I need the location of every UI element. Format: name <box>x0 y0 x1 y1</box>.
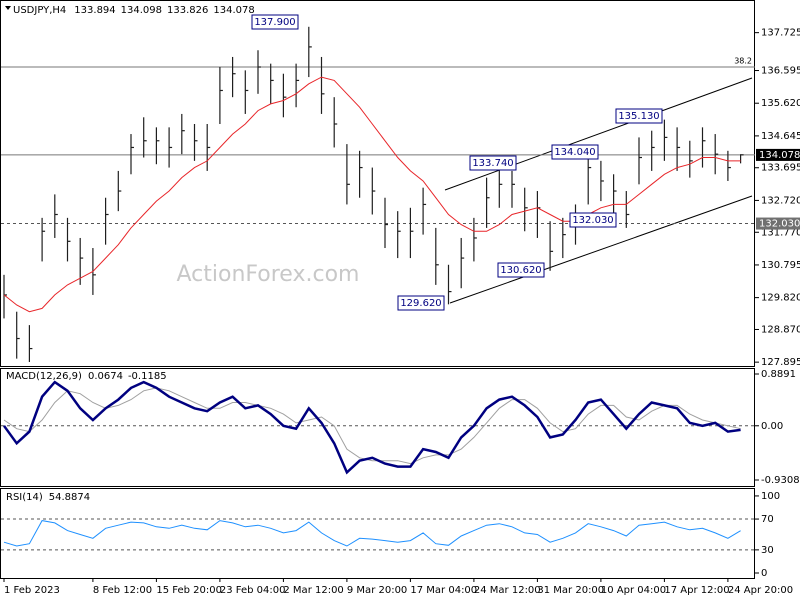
rsi-pane <box>0 488 755 579</box>
x-tick-label: 9 Mar 20:00 <box>347 585 407 596</box>
y-tick-label: 131.770 <box>761 227 800 238</box>
annotation-label: 134.040 <box>554 147 595 158</box>
annotation-label: 129.620 <box>400 298 441 309</box>
y-tick-label: 30 <box>761 545 774 556</box>
symbol: USDJPY,H4 <box>13 5 66 16</box>
header-value: 133.894 <box>74 5 115 16</box>
price-label-box <box>756 148 800 161</box>
indicator-title: MACD(12,26,9) <box>6 371 82 382</box>
rsi-line <box>3 520 741 547</box>
fib-label: 38.2 <box>734 57 752 66</box>
y-tick-label: 133.695 <box>761 163 800 174</box>
x-tick-label: 2 Mar 12:00 <box>283 585 343 596</box>
annotation-label: 135.130 <box>618 111 659 122</box>
watermark: ActionForex.com <box>177 262 360 287</box>
x-tick-label: 23 Feb 04:00 <box>220 585 286 596</box>
x-tick-label: 24 Apr 20:00 <box>728 585 793 596</box>
x-tick-label: 31 Mar 20:00 <box>537 585 604 596</box>
annotation-box <box>469 155 517 171</box>
x-tick-label: 17 Apr 12:00 <box>664 585 729 596</box>
header-value: 134.078 <box>213 5 254 16</box>
channel-lower <box>449 195 753 304</box>
price-label-box <box>756 217 800 230</box>
annotation-box <box>397 295 445 311</box>
x-tick-label: 17 Mar 04:00 <box>410 585 477 596</box>
annotation-label: 137.900 <box>254 17 295 28</box>
channel-upper <box>444 77 753 191</box>
annotation-box <box>251 14 299 30</box>
y-tick-label: -0.9308 <box>761 475 800 486</box>
y-tick-label: 100 <box>761 491 780 502</box>
header-value: 134.098 <box>121 5 162 16</box>
y-tick-label: 129.820 <box>761 293 800 304</box>
annotation-label: 130.620 <box>500 265 541 276</box>
y-tick-label: 132.720 <box>761 195 800 206</box>
moving-average <box>3 76 741 313</box>
annotation-box <box>569 212 617 228</box>
header-value: 133.826 <box>167 5 208 16</box>
y-tick-label: 130.795 <box>761 260 800 271</box>
header-icon <box>5 6 11 10</box>
y-tick-label: 0.8891 <box>761 369 796 380</box>
signal-line <box>3 387 741 465</box>
y-tick-label: 127.895 <box>761 357 800 368</box>
y-tick-label: 0.00 <box>761 421 783 432</box>
y-tick-label: 0 <box>761 568 767 579</box>
y-tick-label: 70 <box>761 514 774 525</box>
annotation-box <box>497 262 545 278</box>
price-pane <box>0 0 755 367</box>
y-tick-label: 136.595 <box>761 66 800 77</box>
header-value: 54.8874 <box>49 492 90 503</box>
annotation-label: 133.740 <box>472 158 513 169</box>
annotation-box <box>551 144 599 160</box>
price-label: 134.078 <box>759 150 800 161</box>
indicator-title: RSI(14) <box>6 492 43 503</box>
y-tick-label: 135.620 <box>761 98 800 109</box>
y-tick-label: 134.645 <box>761 131 800 142</box>
y-tick-label: 128.870 <box>761 324 800 335</box>
x-tick-label: 24 Mar 12:00 <box>474 585 541 596</box>
x-tick-label: 10 Apr 04:00 <box>601 585 666 596</box>
x-tick-label: 8 Feb 12:00 <box>93 585 152 596</box>
macd-line <box>2 380 741 475</box>
macd-pane <box>0 368 755 487</box>
y-tick-label: 137.725 <box>761 28 800 39</box>
header-value: 0.0674 <box>88 371 123 382</box>
x-tick-label: 15 Feb 20:00 <box>156 585 222 596</box>
header-value: -0.1185 <box>128 371 167 382</box>
price-label: 132.030 <box>759 219 800 230</box>
annotation-label: 132.030 <box>572 215 613 226</box>
x-tick-label: 1 Feb 2023 <box>4 585 60 596</box>
annotation-box <box>615 108 663 124</box>
